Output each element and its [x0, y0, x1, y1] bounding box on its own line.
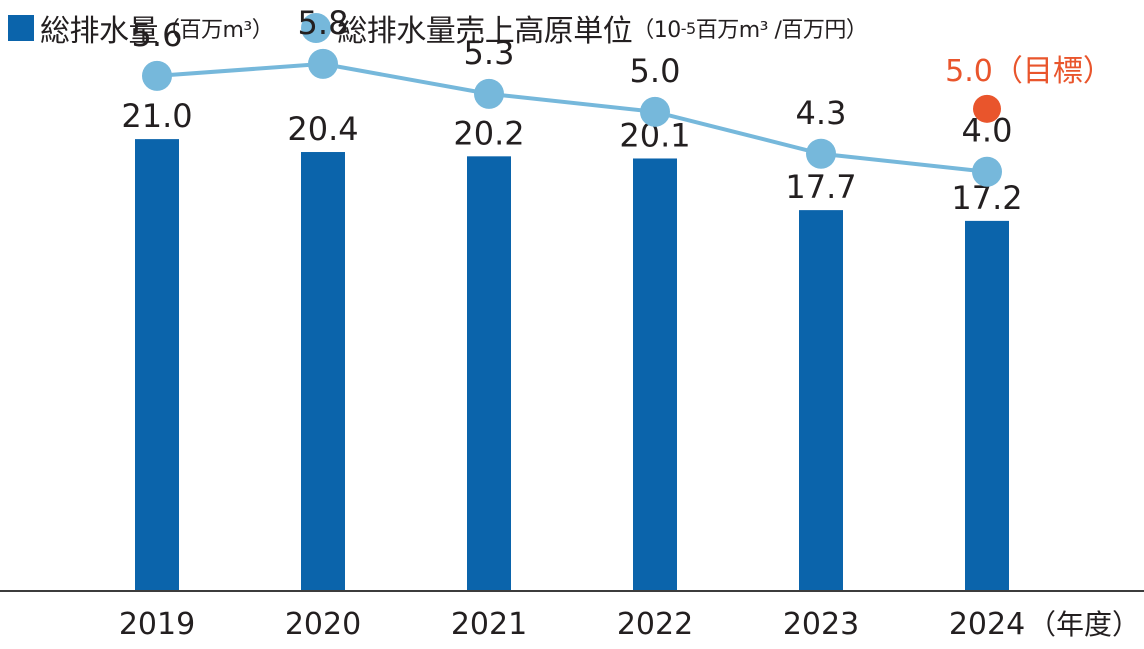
target-point — [973, 95, 1001, 123]
intensity-line — [157, 64, 987, 172]
bar-value-label-2020: 20.4 — [287, 110, 358, 148]
bar-2024 — [965, 221, 1009, 591]
bar-2023 — [799, 210, 843, 591]
bar-value-label-2019: 21.0 — [121, 97, 192, 135]
intensity-point-2024 — [972, 157, 1002, 187]
bar-2019 — [135, 139, 179, 591]
x-tick-label-2019: 2019 — [119, 607, 195, 642]
x-tick-label-2022: 2022 — [617, 607, 693, 642]
chart: 21.0 20.4 20.2 20.117.7 17.22019 2020 2021 2022… — [0, 0, 1144, 649]
bar-2022 — [633, 158, 677, 591]
intensity-value-label-2022: 5.0 — [630, 52, 681, 90]
x-tick-label-2023: 2023 — [783, 607, 859, 642]
bar-2021 — [467, 156, 511, 591]
intensity-point-2022 — [640, 97, 670, 127]
x-axis-unit-label: （年度） — [1028, 608, 1140, 641]
intensity-value-label-2020: 5.8 — [298, 4, 349, 42]
bar-value-label-2023: 17.7 — [785, 168, 856, 206]
intensity-point-2023 — [806, 139, 836, 169]
x-tick-label-2021: 2021 — [451, 607, 527, 642]
target-label: 5.0（目標） — [945, 54, 1113, 89]
bar-value-label-2021: 20.2 — [453, 114, 524, 152]
intensity-point-2021 — [474, 79, 504, 109]
intensity-value-label-2019: 5.6 — [132, 16, 183, 54]
intensity-value-label-2021: 5.3 — [464, 34, 515, 72]
x-tick-label-2020: 2020 — [285, 607, 361, 642]
intensity-point-2019 — [142, 61, 172, 91]
intensity-value-label-2023: 4.3 — [796, 94, 847, 132]
x-tick-label-2024: 2024 — [949, 607, 1025, 642]
intensity-point-2020 — [308, 49, 338, 79]
bar-2020 — [301, 152, 345, 591]
